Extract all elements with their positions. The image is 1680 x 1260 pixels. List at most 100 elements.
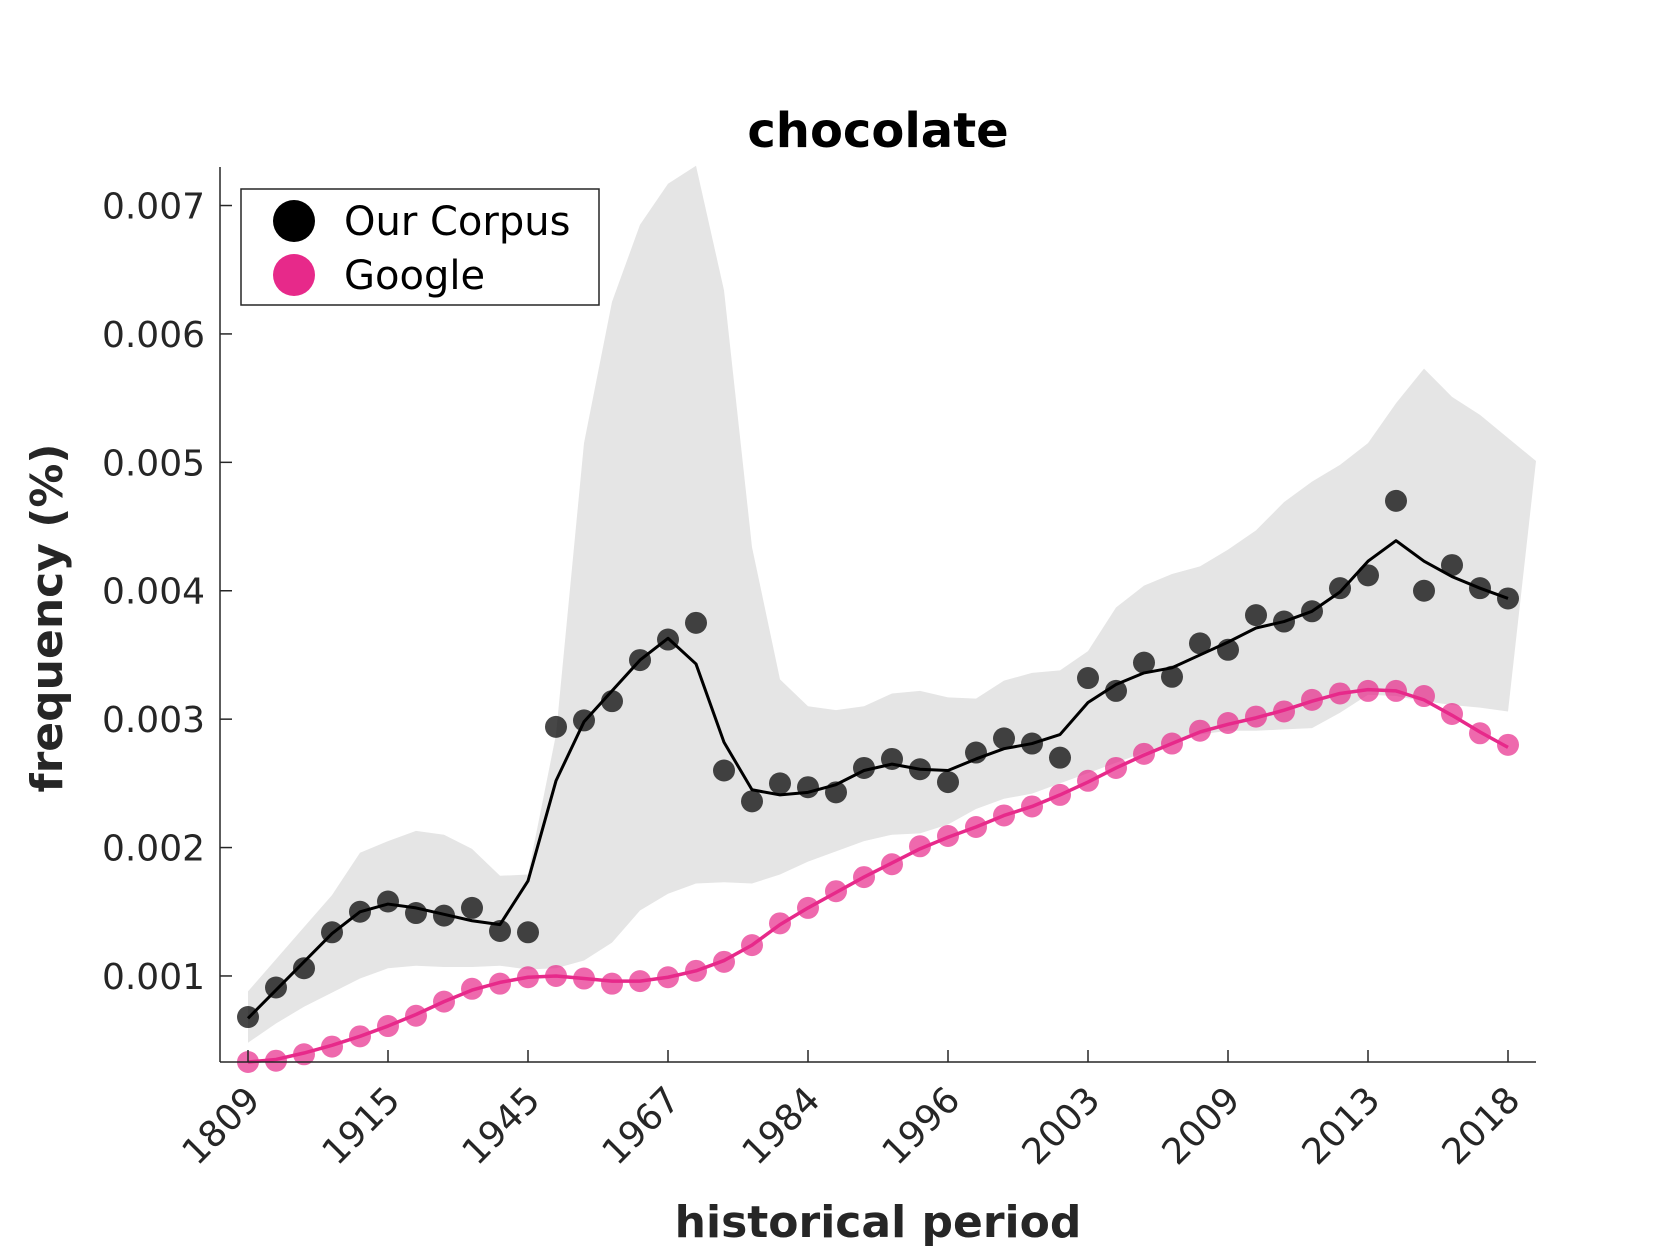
data-point-our-corpus (1077, 667, 1099, 690)
data-point-our-corpus (909, 758, 931, 781)
data-point-our-corpus (489, 920, 511, 943)
y-tick-label: 0.002 (102, 829, 205, 870)
data-point-our-corpus (853, 756, 875, 779)
chart-title: chocolate (747, 103, 1008, 159)
y-tick-label: 0.007 (102, 187, 205, 228)
series-point-layer (237, 489, 1519, 1073)
data-point-our-corpus (1245, 604, 1267, 627)
data-point-google (1217, 712, 1239, 735)
data-point-our-corpus (1021, 732, 1043, 755)
data-point-google (461, 977, 483, 1000)
data-point-our-corpus (405, 902, 427, 925)
y-tick-label: 0.004 (102, 572, 205, 613)
data-point-our-corpus (265, 976, 287, 999)
data-point-google (1077, 769, 1099, 792)
legend-marker-our-corpus (273, 200, 315, 242)
data-point-google (909, 835, 931, 858)
data-point-google (769, 912, 791, 935)
data-point-google (1021, 795, 1043, 818)
data-point-our-corpus (1105, 679, 1127, 702)
data-point-our-corpus (321, 921, 343, 944)
data-point-google (293, 1043, 315, 1066)
data-point-google (713, 950, 735, 973)
data-point-our-corpus (573, 709, 595, 732)
data-point-google (937, 825, 959, 848)
data-point-google (405, 1004, 427, 1027)
data-point-google (1273, 700, 1295, 723)
y-tick-label: 0.003 (102, 700, 205, 741)
data-point-google (1105, 756, 1127, 779)
data-point-google (965, 816, 987, 839)
legend-label-google: Google (344, 253, 485, 299)
data-point-google (1497, 733, 1519, 756)
data-point-google (1049, 783, 1071, 806)
data-point-our-corpus (433, 904, 455, 927)
data-point-our-corpus (517, 921, 539, 944)
data-point-google (601, 972, 623, 995)
data-point-google (321, 1035, 343, 1058)
data-point-google (1329, 682, 1351, 705)
data-point-google (1161, 732, 1183, 755)
data-point-our-corpus (1217, 638, 1239, 661)
data-point-google (349, 1025, 371, 1048)
y-tick-label: 0.001 (102, 957, 205, 998)
data-point-google (573, 967, 595, 990)
data-point-our-corpus (881, 747, 903, 770)
data-point-google (1189, 719, 1211, 742)
data-point-our-corpus (1469, 577, 1491, 600)
data-point-google (797, 896, 819, 919)
data-point-google (545, 964, 567, 987)
data-point-our-corpus (825, 781, 847, 804)
series-line-our-corpus (246, 539, 1509, 1020)
data-point-our-corpus (1497, 587, 1519, 610)
data-point-our-corpus (713, 759, 735, 782)
data-point-google (517, 966, 539, 989)
data-point-our-corpus (993, 727, 1015, 750)
legend: Our Corpus Google (240, 188, 600, 306)
data-point-our-corpus (1385, 489, 1407, 512)
data-point-google (265, 1049, 287, 1072)
y-tick-label: 0.006 (102, 315, 205, 356)
data-point-google (853, 866, 875, 889)
data-point-google (1469, 722, 1491, 745)
confidence-band (248, 165, 1536, 1043)
y-axis-title: frequency (%) (22, 443, 73, 792)
data-point-our-corpus (461, 896, 483, 919)
data-point-our-corpus (1189, 632, 1211, 655)
data-point-our-corpus (1329, 577, 1351, 600)
data-point-our-corpus (657, 628, 679, 651)
data-point-our-corpus (1301, 600, 1323, 623)
data-point-our-corpus (1273, 610, 1295, 633)
data-point-google (1385, 679, 1407, 702)
data-point-our-corpus (769, 772, 791, 795)
data-point-our-corpus (349, 900, 371, 923)
data-point-our-corpus (1133, 651, 1155, 674)
data-point-our-corpus (377, 890, 399, 913)
data-point-google (1245, 705, 1267, 728)
series-line-layer (246, 539, 1509, 1064)
data-point-google (1441, 703, 1463, 726)
data-point-google (881, 853, 903, 876)
y-tick-label: 0.005 (102, 443, 205, 484)
data-point-google (489, 972, 511, 995)
data-point-our-corpus (1049, 746, 1071, 769)
data-point-google (685, 959, 707, 982)
data-point-our-corpus (1357, 564, 1379, 587)
data-point-our-corpus (237, 1006, 259, 1029)
data-point-google (1357, 679, 1379, 702)
data-point-our-corpus (293, 957, 315, 980)
legend-label-our-corpus: Our Corpus (344, 199, 570, 245)
data-point-google (629, 970, 651, 993)
data-point-google (1133, 742, 1155, 765)
data-point-our-corpus (1161, 665, 1183, 688)
data-point-google (1413, 685, 1435, 708)
data-point-google (825, 880, 847, 903)
data-point-our-corpus (1441, 554, 1463, 577)
data-point-google (1301, 688, 1323, 711)
data-point-google (741, 934, 763, 957)
data-point-google (433, 990, 455, 1013)
confidence-band-layer (248, 165, 1536, 1043)
data-point-google (993, 804, 1015, 827)
data-point-our-corpus (741, 790, 763, 813)
data-point-our-corpus (965, 741, 987, 764)
